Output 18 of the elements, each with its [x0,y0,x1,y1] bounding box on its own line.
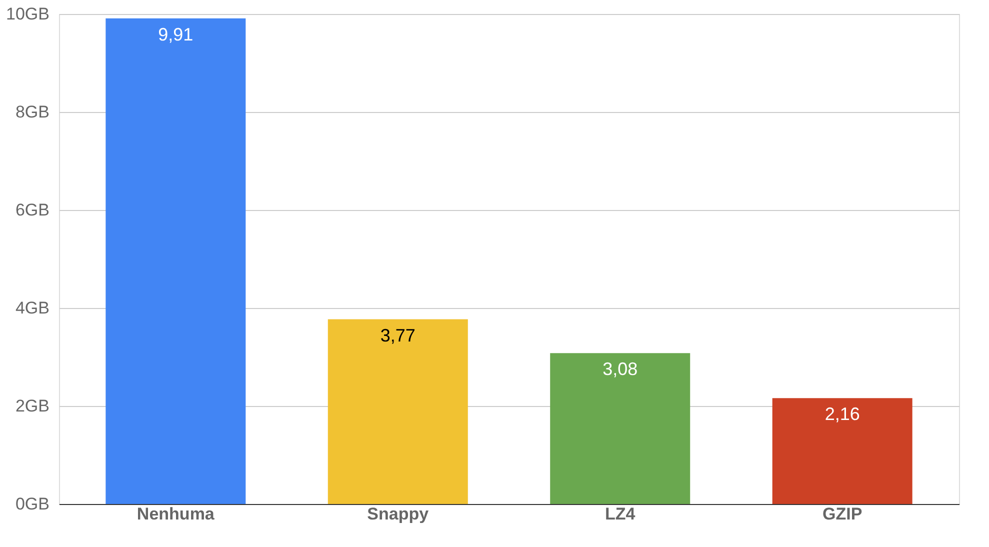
y-tick-label: 6GB [15,200,50,220]
bar [550,353,690,504]
data-label: 2,16 [824,404,860,424]
bar [328,319,468,504]
x-tick-label: GZIP [822,504,862,524]
y-tick-label: 8GB [15,102,50,122]
bar [772,398,912,504]
y-tick-label: 2GB [15,396,50,416]
y-tick-label: 10GB [6,4,50,24]
y-tick-label: 4GB [15,298,50,318]
data-label: 9,91 [158,24,194,44]
x-tick-label: Nenhuma [136,504,215,524]
x-tick-label: LZ4 [604,504,636,524]
x-tick-label: Snappy [367,504,430,524]
y-tick-label: 0GB [15,494,50,514]
bar [106,18,246,504]
data-label: 3,77 [380,325,416,346]
data-label: 3,08 [602,359,638,380]
